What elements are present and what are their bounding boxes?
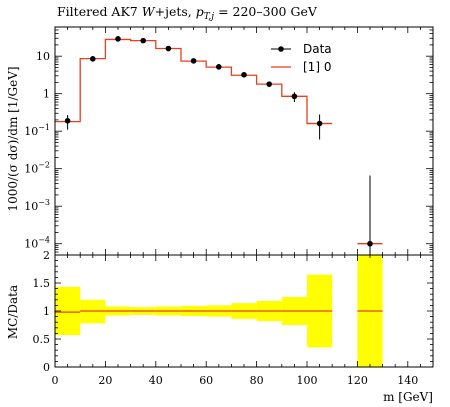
data-point-5 <box>190 58 197 64</box>
data-point-7 <box>241 71 247 78</box>
main-panel: 10 1 10−1 10−2 10−3 10−4 <box>24 26 434 256</box>
x-tick-label-4: 80 <box>250 374 264 387</box>
chart-title: Filtered AK7 W+jets, pT,j = 220–300 GeV <box>57 4 318 22</box>
x-tick-label-1: 20 <box>98 374 112 387</box>
main-y-tick-label-1: 1 <box>43 88 50 101</box>
ratio-y-tick-label-1: 1 <box>43 305 50 318</box>
title-suffix: = 220–300 GeV <box>214 4 318 19</box>
data-point-11 <box>367 240 373 247</box>
data-point-3 <box>140 37 146 44</box>
title-w-symbol: W <box>142 4 156 19</box>
x-tick-label-6: 120 <box>347 374 368 387</box>
title-prefix: Filtered AK7 <box>57 4 142 19</box>
x-axis-label: m [GeV] <box>383 390 433 404</box>
legend: Data [1] 0 <box>271 42 332 74</box>
ratio-y-axis-label: MC/Data <box>6 285 20 339</box>
data-point-2 <box>115 36 121 42</box>
x-tick-label-7: 140 <box>397 374 418 387</box>
ratio-y-tick-label-0: 0.5 <box>33 333 51 346</box>
title-p-symbol: p <box>196 4 204 19</box>
data-point-4 <box>165 45 172 52</box>
title-mid: +jets, <box>155 4 196 19</box>
x-tick-label-0: 0 <box>52 374 59 387</box>
x-tick-label-5: 100 <box>297 374 318 387</box>
main-frame <box>54 26 434 256</box>
title-p-subscript: T,j <box>204 12 215 22</box>
legend-mc-label: [1] 0 <box>303 60 331 74</box>
ratio-y-tick-label-3: 2 <box>43 249 50 262</box>
legend-data-label: Data <box>303 42 332 56</box>
x-tick-label-3: 60 <box>199 374 213 387</box>
data-point-0 <box>64 117 71 124</box>
data-point-6 <box>216 64 222 70</box>
main-y-axis-label: 1000/(σ dσ)/dm [1/GeV] <box>6 66 20 211</box>
main-y-tick-label-0: 10 <box>36 50 50 63</box>
data-point-8 <box>266 81 273 87</box>
data-point-1 <box>90 56 96 62</box>
main-y-tick-label-5: 10−4 <box>24 236 50 251</box>
main-y-tick-label-2: 10−1 <box>24 123 50 138</box>
data-point-9 <box>291 93 298 100</box>
main-y-tick-label-3: 10−2 <box>24 161 50 176</box>
x-tick-label-2: 40 <box>149 374 163 387</box>
ratio-y-tick-label-2: 1.5 <box>33 277 51 290</box>
mc-histogram <box>55 38 383 245</box>
ratio-y-tick-label-zero: 0 <box>43 361 50 374</box>
data-point-10 <box>316 120 323 127</box>
main-y-tick-label-4: 10−3 <box>24 198 50 213</box>
legend-data-marker <box>278 46 284 52</box>
